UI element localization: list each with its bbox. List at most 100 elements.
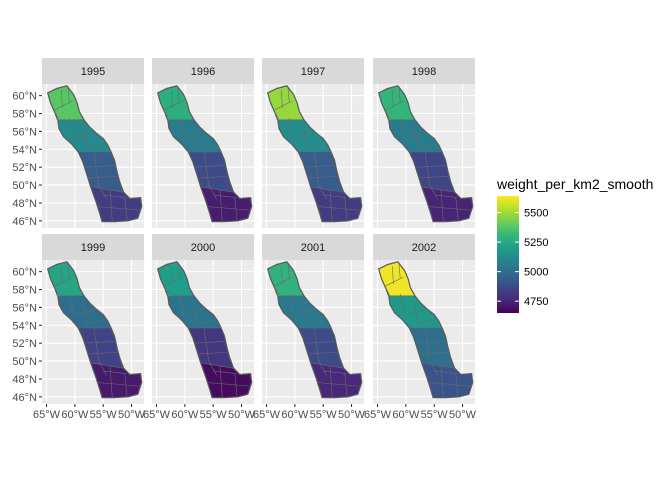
district-boundary: [404, 132, 427, 141]
y-tick-label: 46°N: [12, 216, 37, 228]
district-boundary: [420, 175, 450, 179]
district-boundary: [418, 319, 435, 324]
district-boundary: [54, 276, 73, 287]
x-tick-label: 55°W: [200, 409, 228, 421]
facet-strip-label: 1998: [412, 66, 436, 78]
district-boundary: [203, 327, 209, 362]
district-boundary: [67, 87, 70, 103]
facet-panels: 1995 1996 1997 1998 1999 2000 2001 2002: [42, 58, 475, 404]
facet-panel-1996: 1996: [152, 58, 254, 228]
district-boundary: [183, 308, 206, 317]
district-boundary: [178, 293, 185, 317]
district-boundary: [85, 341, 115, 344]
district-boundary: [428, 206, 471, 211]
colorbar: [497, 196, 519, 313]
y-tick-label: 52°N: [12, 338, 37, 350]
coastline-outline: [377, 261, 474, 399]
y-tick-label: 60°N: [12, 267, 37, 279]
y-tick-label: 52°N: [12, 162, 37, 174]
coastline-outline: [46, 85, 143, 223]
facet-panel-1998: 1998: [373, 58, 475, 228]
y-tick-label: 48°N: [12, 198, 37, 210]
district-boundary: [313, 327, 319, 362]
district-boundary: [307, 143, 324, 148]
facet-strip-label: 1995: [81, 66, 105, 78]
district-boundary: [429, 184, 438, 200]
district-boundary: [424, 151, 430, 186]
district-boundary: [89, 175, 119, 179]
district-boundary: [323, 194, 346, 198]
district-boundary: [213, 194, 236, 198]
y-tick-label: 46°N: [12, 392, 37, 404]
district-boundary: [73, 132, 96, 141]
district-boundary: [87, 319, 104, 324]
x-tick-label: 65°W: [143, 409, 171, 421]
x-tick-label: 50°W: [228, 409, 256, 421]
facet-strip-label: 2001: [301, 242, 325, 254]
district-boundary: [317, 382, 360, 387]
district-boundary: [103, 370, 126, 374]
district-boundary: [207, 206, 250, 211]
district-boundary: [93, 151, 99, 186]
district-boundary: [170, 266, 173, 285]
district-boundary: [399, 117, 406, 141]
y-tick-label: 58°N: [12, 109, 37, 121]
district-boundary: [280, 90, 283, 109]
coastline-outline: [377, 85, 474, 223]
district-boundary: [385, 276, 404, 287]
district-boundary: [98, 184, 107, 200]
district-boundary: [164, 276, 183, 287]
district-boundary: [199, 351, 229, 355]
facet-panel-2002: 2002: [373, 234, 475, 404]
district-boundary: [429, 360, 438, 376]
district-boundary: [68, 293, 75, 317]
x-tick-label: 60°W: [392, 409, 420, 421]
district-boundary: [208, 184, 217, 200]
axes: 60°N 58°N 56°N 54°N 52°N 50°N 48°N 46°N 60°N 58°N…: [12, 91, 476, 421]
coastline-outline: [46, 261, 143, 399]
district-boundary: [280, 266, 283, 285]
district-boundary: [293, 132, 316, 141]
facet-strip-label: 1997: [301, 66, 325, 78]
district-boundary: [177, 87, 180, 103]
x-tick-label: 60°W: [171, 409, 199, 421]
x-tick-label: 50°W: [449, 409, 477, 421]
colorbar-ticks: 5500 5250 5000 4750: [497, 208, 548, 308]
district-boundary: [416, 341, 446, 344]
x-tick-label: 55°W: [90, 409, 118, 421]
district-boundary: [399, 293, 406, 317]
district-boundary: [293, 308, 316, 317]
district-boundary: [97, 382, 140, 387]
y-tick-label: 50°N: [12, 356, 37, 368]
district-boundary: [287, 87, 290, 103]
district-boundary: [178, 117, 185, 141]
district-boundary: [420, 351, 450, 355]
district-boundary: [274, 276, 293, 287]
district-boundary: [398, 263, 401, 279]
district-boundary: [274, 100, 293, 111]
district-boundary: [98, 360, 107, 376]
district-boundary: [199, 175, 229, 179]
district-boundary: [164, 100, 183, 111]
facet-strip: [152, 234, 254, 260]
y-tick-label: 50°N: [12, 180, 37, 192]
facet-strip: [262, 234, 364, 260]
y-tick-label: 60°N: [12, 91, 37, 103]
colorbar-tick-label: 5000: [524, 267, 548, 279]
district-boundary: [288, 117, 295, 141]
district-boundary: [305, 165, 335, 168]
district-boundary: [287, 263, 290, 279]
facet-panel-2000: 2000: [152, 234, 254, 404]
district-boundary: [103, 194, 126, 198]
district-boundary: [434, 370, 457, 374]
district-boundary: [391, 266, 394, 285]
facet-strip-label: 2000: [191, 242, 215, 254]
district-boundary: [195, 341, 225, 344]
x-tick-label: 55°W: [421, 409, 449, 421]
district-boundary: [60, 266, 63, 285]
x-tick-label: 65°W: [253, 409, 281, 421]
facet-strip: [152, 58, 254, 84]
district-boundary: [68, 117, 75, 141]
y-tick-label: 48°N: [12, 374, 37, 386]
